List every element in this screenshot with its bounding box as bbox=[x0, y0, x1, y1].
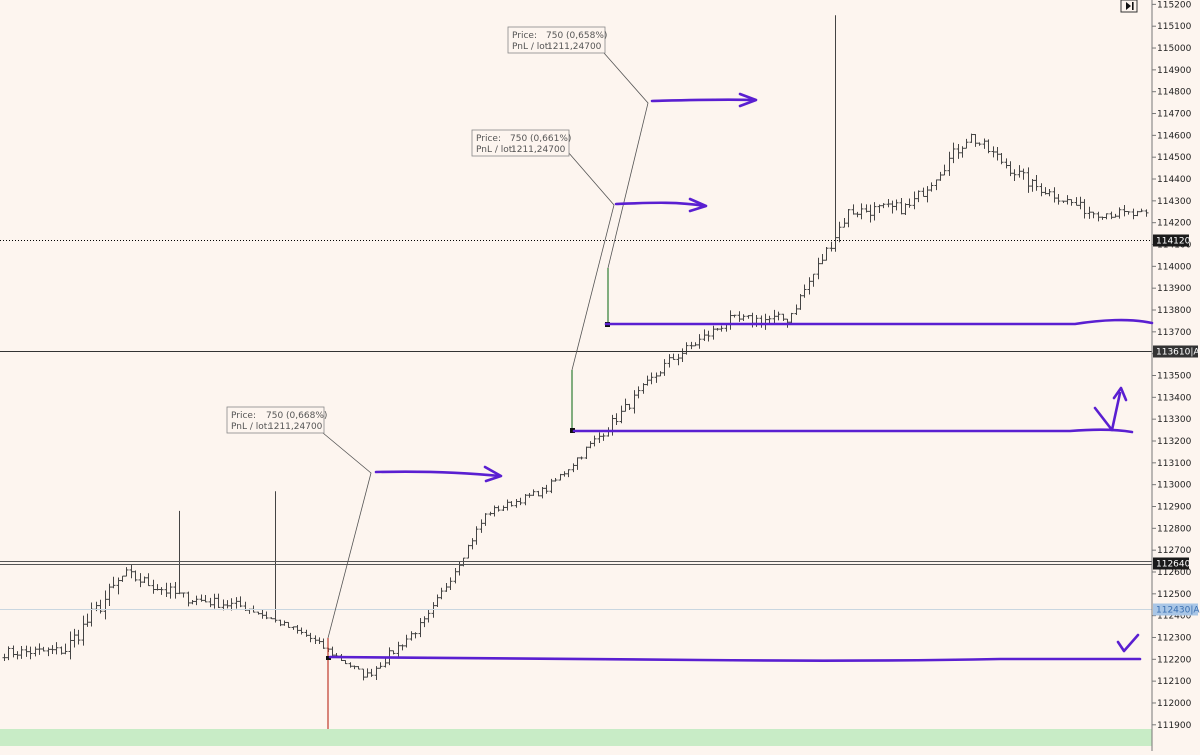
tooltip-price-label: Price: bbox=[512, 31, 537, 41]
annotation-arrowhead-3 bbox=[483, 465, 503, 483]
y-tick-label: 114300 bbox=[1157, 197, 1192, 207]
hand-drawn-annotations bbox=[328, 92, 1154, 662]
y-tick-label: 112700 bbox=[1157, 546, 1192, 556]
price-marker-box bbox=[1153, 557, 1189, 570]
tooltip-connector-2 bbox=[567, 151, 615, 371]
price-bars bbox=[2, 15, 1149, 681]
tooltip-pnl-label: PnL / lot: bbox=[231, 422, 270, 432]
tooltip-pnl-value: 1211,24700 bbox=[511, 145, 566, 155]
annotation-level-113750 bbox=[604, 318, 1154, 326]
y-tick-label: 113000 bbox=[1157, 481, 1192, 491]
tooltip-connectors bbox=[322, 52, 649, 639]
y-tick-label: 113300 bbox=[1157, 415, 1192, 425]
tooltip-price-value: 750 (0,668%) bbox=[266, 411, 327, 421]
y-tick-label: 114900 bbox=[1157, 66, 1192, 76]
tooltip-box-3: Price: 750 (0,668%) PnL / lot: 1211,2470… bbox=[226, 406, 327, 434]
y-tick-label: 115200 bbox=[1157, 0, 1192, 10]
annotation-level-112230 bbox=[328, 655, 1142, 662]
annotation-arrowhead-1 bbox=[738, 92, 758, 108]
tooltip-price-value: 750 (0,658%) bbox=[546, 31, 607, 41]
tooltip-price-label: Price: bbox=[231, 411, 256, 421]
tooltip-price-value: 750 (0,661%) bbox=[510, 134, 571, 144]
y-tick-label: 113100 bbox=[1157, 459, 1192, 469]
y-tick-label: 114500 bbox=[1157, 153, 1192, 163]
y-tick-label: 112500 bbox=[1157, 590, 1192, 600]
annotation-arrow-1 bbox=[650, 98, 757, 103]
y-tick-label: 112100 bbox=[1157, 677, 1192, 687]
tooltip-box-1: Price: 750 (0,658%) PnL / lot: 1211,2470… bbox=[507, 26, 607, 54]
price-marker-box bbox=[1153, 234, 1189, 247]
y-tick-label: 112400 bbox=[1157, 612, 1192, 622]
y-tick-label: 115000 bbox=[1157, 44, 1192, 54]
price-level-lines bbox=[0, 240, 1152, 610]
y-tick-label: 114700 bbox=[1157, 110, 1192, 120]
y-tick-label: 113500 bbox=[1157, 372, 1192, 382]
measure-marker-dot-2 bbox=[570, 428, 575, 433]
y-tick-label: 113800 bbox=[1157, 306, 1192, 316]
bottom-band bbox=[0, 729, 1152, 746]
y-axis: 111900 112000 112100 112200 112300 112400 1125… bbox=[1152, 0, 1192, 731]
annotation-arrow-3 bbox=[374, 470, 502, 478]
tooltip-pnl-label: PnL / lot: bbox=[512, 42, 551, 52]
price-marker-label: 112430|A bbox=[1156, 606, 1200, 616]
price-marker-label: 112640 bbox=[1156, 560, 1191, 570]
price-marker-box bbox=[1153, 345, 1198, 358]
tooltip-pnl-value: 1211,24700 bbox=[268, 422, 323, 432]
y-tick-label: 112600 bbox=[1157, 568, 1192, 578]
annotation-check-up bbox=[1093, 391, 1122, 432]
y-tick-label: 114200 bbox=[1157, 219, 1192, 229]
trade-markers bbox=[326, 268, 610, 729]
tooltip-price-label: Price: bbox=[476, 134, 501, 144]
price-marker-box bbox=[1153, 603, 1198, 616]
annotation-arrowhead-2 bbox=[688, 197, 708, 213]
y-tick-label: 115100 bbox=[1157, 22, 1192, 32]
tooltip-pnl-label: PnL / lot: bbox=[476, 145, 515, 155]
price-marker-label: 113610|A bbox=[1156, 348, 1200, 358]
price-markers: 114120 113610|A 112640 112430|A bbox=[1153, 234, 1200, 616]
annotation-arrowhead-up bbox=[1112, 386, 1128, 402]
price-marker-label: 114120 bbox=[1156, 237, 1191, 247]
y-tick-label: 113200 bbox=[1157, 437, 1192, 447]
y-tick-label: 113400 bbox=[1157, 393, 1192, 403]
y-tick-label: 112000 bbox=[1157, 699, 1192, 709]
tooltip-box-2: Price: 750 (0,661%) PnL / lot: 1211,2470… bbox=[471, 129, 571, 157]
y-tick-label: 114600 bbox=[1157, 131, 1192, 141]
y-tick-label: 114400 bbox=[1157, 175, 1192, 185]
y-tick-label: 113700 bbox=[1157, 328, 1192, 338]
tooltip-pnl-value: 1211,24700 bbox=[547, 42, 602, 52]
y-tick-label: 112300 bbox=[1157, 633, 1192, 643]
y-tick-label: 111900 bbox=[1157, 721, 1192, 731]
annotation-level-113260 bbox=[572, 428, 1134, 434]
entry-marker-dot bbox=[326, 656, 331, 660]
annotation-check-mark bbox=[1116, 633, 1140, 653]
y-tick-label: 114000 bbox=[1157, 262, 1192, 272]
y-tick-label: 112900 bbox=[1157, 502, 1192, 512]
annotation-arrow-2 bbox=[614, 201, 707, 208]
scroll-to-end-icon[interactable] bbox=[1120, 0, 1138, 13]
y-tick-label: 113900 bbox=[1157, 284, 1192, 294]
y-tick-label: 112200 bbox=[1157, 655, 1192, 665]
tooltip-connector-3 bbox=[322, 432, 372, 639]
tooltip-connector-1 bbox=[603, 52, 649, 269]
y-tick-label: 112800 bbox=[1157, 524, 1192, 534]
y-tick-label: 114800 bbox=[1157, 88, 1192, 98]
